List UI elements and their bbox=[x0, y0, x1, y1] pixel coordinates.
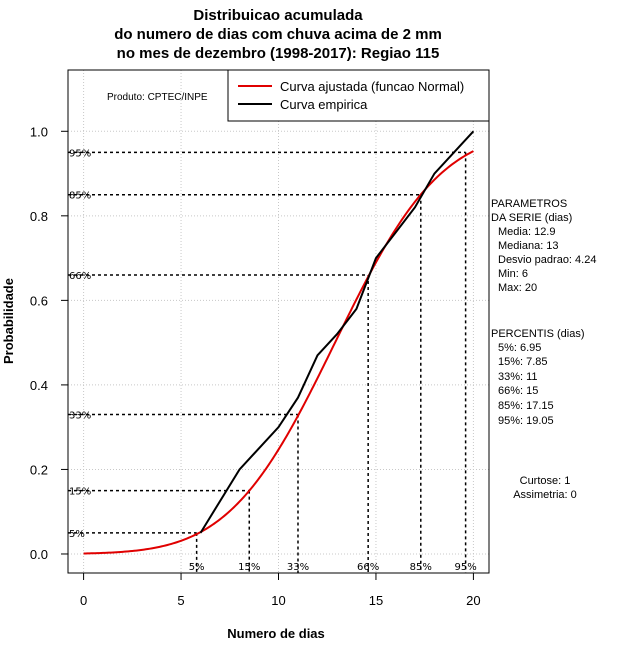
grid-lines bbox=[68, 70, 489, 573]
param-min: Min: 6 bbox=[498, 268, 528, 280]
empirical-curve bbox=[199, 130, 475, 534]
y-tick-label: 0.4 bbox=[30, 378, 48, 393]
percentile-x-label: 66% bbox=[357, 562, 379, 573]
legend-label-empirical: Curva empirica bbox=[280, 97, 368, 112]
title-line-3: no mes de dezembro (1998-2017): Regiao 1… bbox=[117, 45, 440, 62]
y-tick-label: 1.0 bbox=[30, 124, 48, 139]
side-panel: PARAMETROS DA SERIE (dias) Media: 12.9 M… bbox=[491, 198, 596, 501]
percentil-5: 5%: 6.95 bbox=[498, 342, 541, 354]
x-tick-label: 15 bbox=[369, 593, 383, 608]
percentile-y-label: 5% bbox=[69, 529, 85, 540]
params-heading-2: DA SERIE (dias) bbox=[491, 212, 572, 224]
percentil-66: 66%: 15 bbox=[498, 385, 538, 397]
percentile-x-label: 85% bbox=[410, 562, 432, 573]
fitted-normal-curve bbox=[83, 150, 474, 555]
credit-text: Produto: CPTEC/INPE bbox=[107, 92, 208, 103]
percentile-labels: 5% 5% 15% 15% 33% 33% 66% 66% 85% 85% 95% 95% bbox=[69, 148, 477, 573]
x-tick-label: 5 bbox=[177, 593, 184, 608]
percentile-y-label: 33% bbox=[69, 410, 91, 421]
percentile-y-label: 85% bbox=[69, 191, 91, 202]
y-tick-label: 0.6 bbox=[30, 293, 48, 308]
title-line-1: Distribuicao acumulada bbox=[193, 7, 363, 24]
percentil-33: 33%: 11 bbox=[498, 371, 538, 383]
legend: Curva ajustada (funcao Normal) Curva emp… bbox=[227, 69, 490, 122]
percentile-x-label: 33% bbox=[287, 562, 309, 573]
percentile-x-label: 15% bbox=[238, 562, 260, 573]
percentile-guides bbox=[68, 151, 467, 573]
y-axis: 0.0 0.2 0.4 0.6 0.8 1.0 bbox=[30, 124, 68, 562]
percentile-y-label: 15% bbox=[69, 487, 91, 498]
y-tick-label: 0.8 bbox=[30, 209, 48, 224]
percentile-x-label: 95% bbox=[454, 562, 476, 573]
y-tick-label: 0.0 bbox=[30, 547, 48, 562]
series-lines bbox=[83, 130, 475, 555]
x-axis: 0 5 10 15 20 bbox=[80, 572, 481, 608]
curtose-text: Curtose: 1 bbox=[520, 475, 571, 487]
x-tick-label: 0 bbox=[80, 593, 87, 608]
percentil-95: 95%: 19.05 bbox=[498, 415, 554, 427]
legend-label-fitted: Curva ajustada (funcao Normal) bbox=[280, 79, 464, 94]
percentile-y-label: 95% bbox=[69, 148, 91, 159]
legend-box bbox=[227, 69, 490, 122]
percentil-85: 85%: 17.15 bbox=[498, 400, 554, 412]
assimetria-text: Assimetria: 0 bbox=[513, 489, 577, 501]
percentile-x-label: 5% bbox=[189, 562, 205, 573]
chart-title: Distribuicao acumulada do numero de dias… bbox=[114, 7, 442, 62]
x-tick-label: 20 bbox=[466, 593, 480, 608]
percentil-15: 15%: 7.85 bbox=[498, 356, 548, 368]
y-tick-label: 0.2 bbox=[30, 462, 48, 477]
percentis-heading: PERCENTIS (dias) bbox=[491, 328, 585, 340]
percentile-y-label: 66% bbox=[69, 271, 91, 282]
param-max: Max: 20 bbox=[498, 282, 537, 294]
param-media: Media: 12.9 bbox=[498, 226, 555, 238]
x-axis-title: Numero de dias bbox=[227, 626, 325, 641]
y-axis-title: Probabilidade bbox=[1, 278, 16, 364]
title-line-2: do numero de dias com chuva acima de 2 m… bbox=[114, 26, 442, 43]
params-heading-1: PARAMETROS bbox=[491, 198, 567, 210]
param-desvio: Desvio padrao: 4.24 bbox=[498, 254, 596, 266]
x-tick-label: 10 bbox=[271, 593, 285, 608]
param-mediana: Mediana: 13 bbox=[498, 240, 559, 252]
